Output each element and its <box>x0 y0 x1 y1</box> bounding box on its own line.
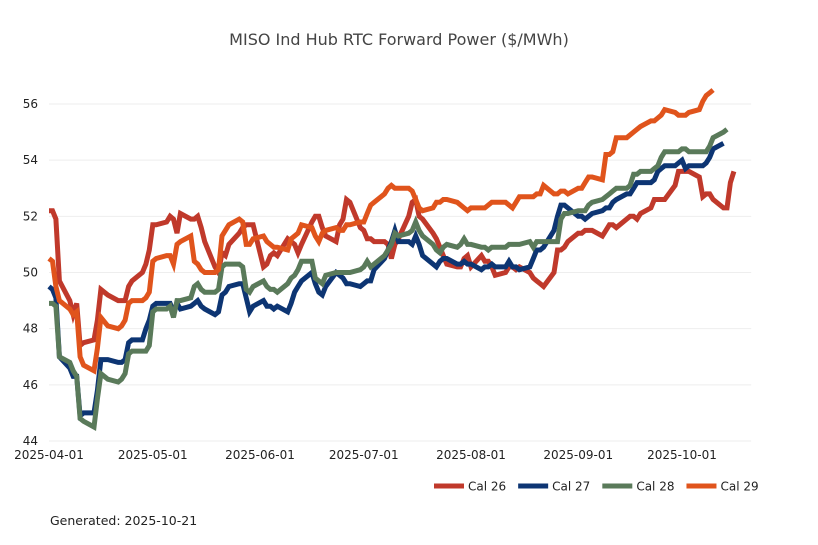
y-tick-label: 46 <box>23 378 38 392</box>
chart-title: MISO Ind Hub RTC Forward Power ($/MWh) <box>229 30 569 49</box>
x-tick-label: 2025-10-01 <box>647 448 717 462</box>
y-axis: 44 46 48 50 52 54 56 <box>23 97 38 448</box>
y-tick-label: 48 <box>23 322 38 336</box>
x-tick-label: 2025-06-01 <box>225 448 295 462</box>
y-tick-label: 50 <box>23 266 38 280</box>
legend-label: Cal 28 <box>636 480 674 494</box>
series-line-cal-26 <box>49 168 737 351</box>
series-line-cal-28 <box>49 127 729 431</box>
legend-label: Cal 26 <box>468 480 506 494</box>
series-line-cal-29 <box>47 88 715 375</box>
y-tick-label: 56 <box>23 97 38 111</box>
y-tick-label: 44 <box>23 434 38 448</box>
x-tick-label: 2025-05-01 <box>118 448 188 462</box>
legend-label: Cal 27 <box>552 480 590 494</box>
legend: Cal 26 Cal 27 Cal 28 Cal 29 <box>434 480 759 494</box>
y-tick-label: 54 <box>23 153 38 167</box>
series-lines <box>47 88 737 431</box>
x-tick-label: 2025-09-01 <box>543 448 613 462</box>
generated-note: Generated: 2025-10-21 <box>50 513 198 528</box>
x-tick-label: 2025-08-01 <box>436 448 506 462</box>
legend-label: Cal 29 <box>720 480 758 494</box>
y-tick-label: 52 <box>23 209 38 223</box>
x-tick-label: 2025-04-01 <box>14 448 84 462</box>
x-axis: 2025-04-01 2025-05-01 2025-06-01 2025-07-01… <box>14 448 717 462</box>
grid-lines <box>49 103 752 442</box>
x-tick-label: 2025-07-01 <box>329 448 399 462</box>
